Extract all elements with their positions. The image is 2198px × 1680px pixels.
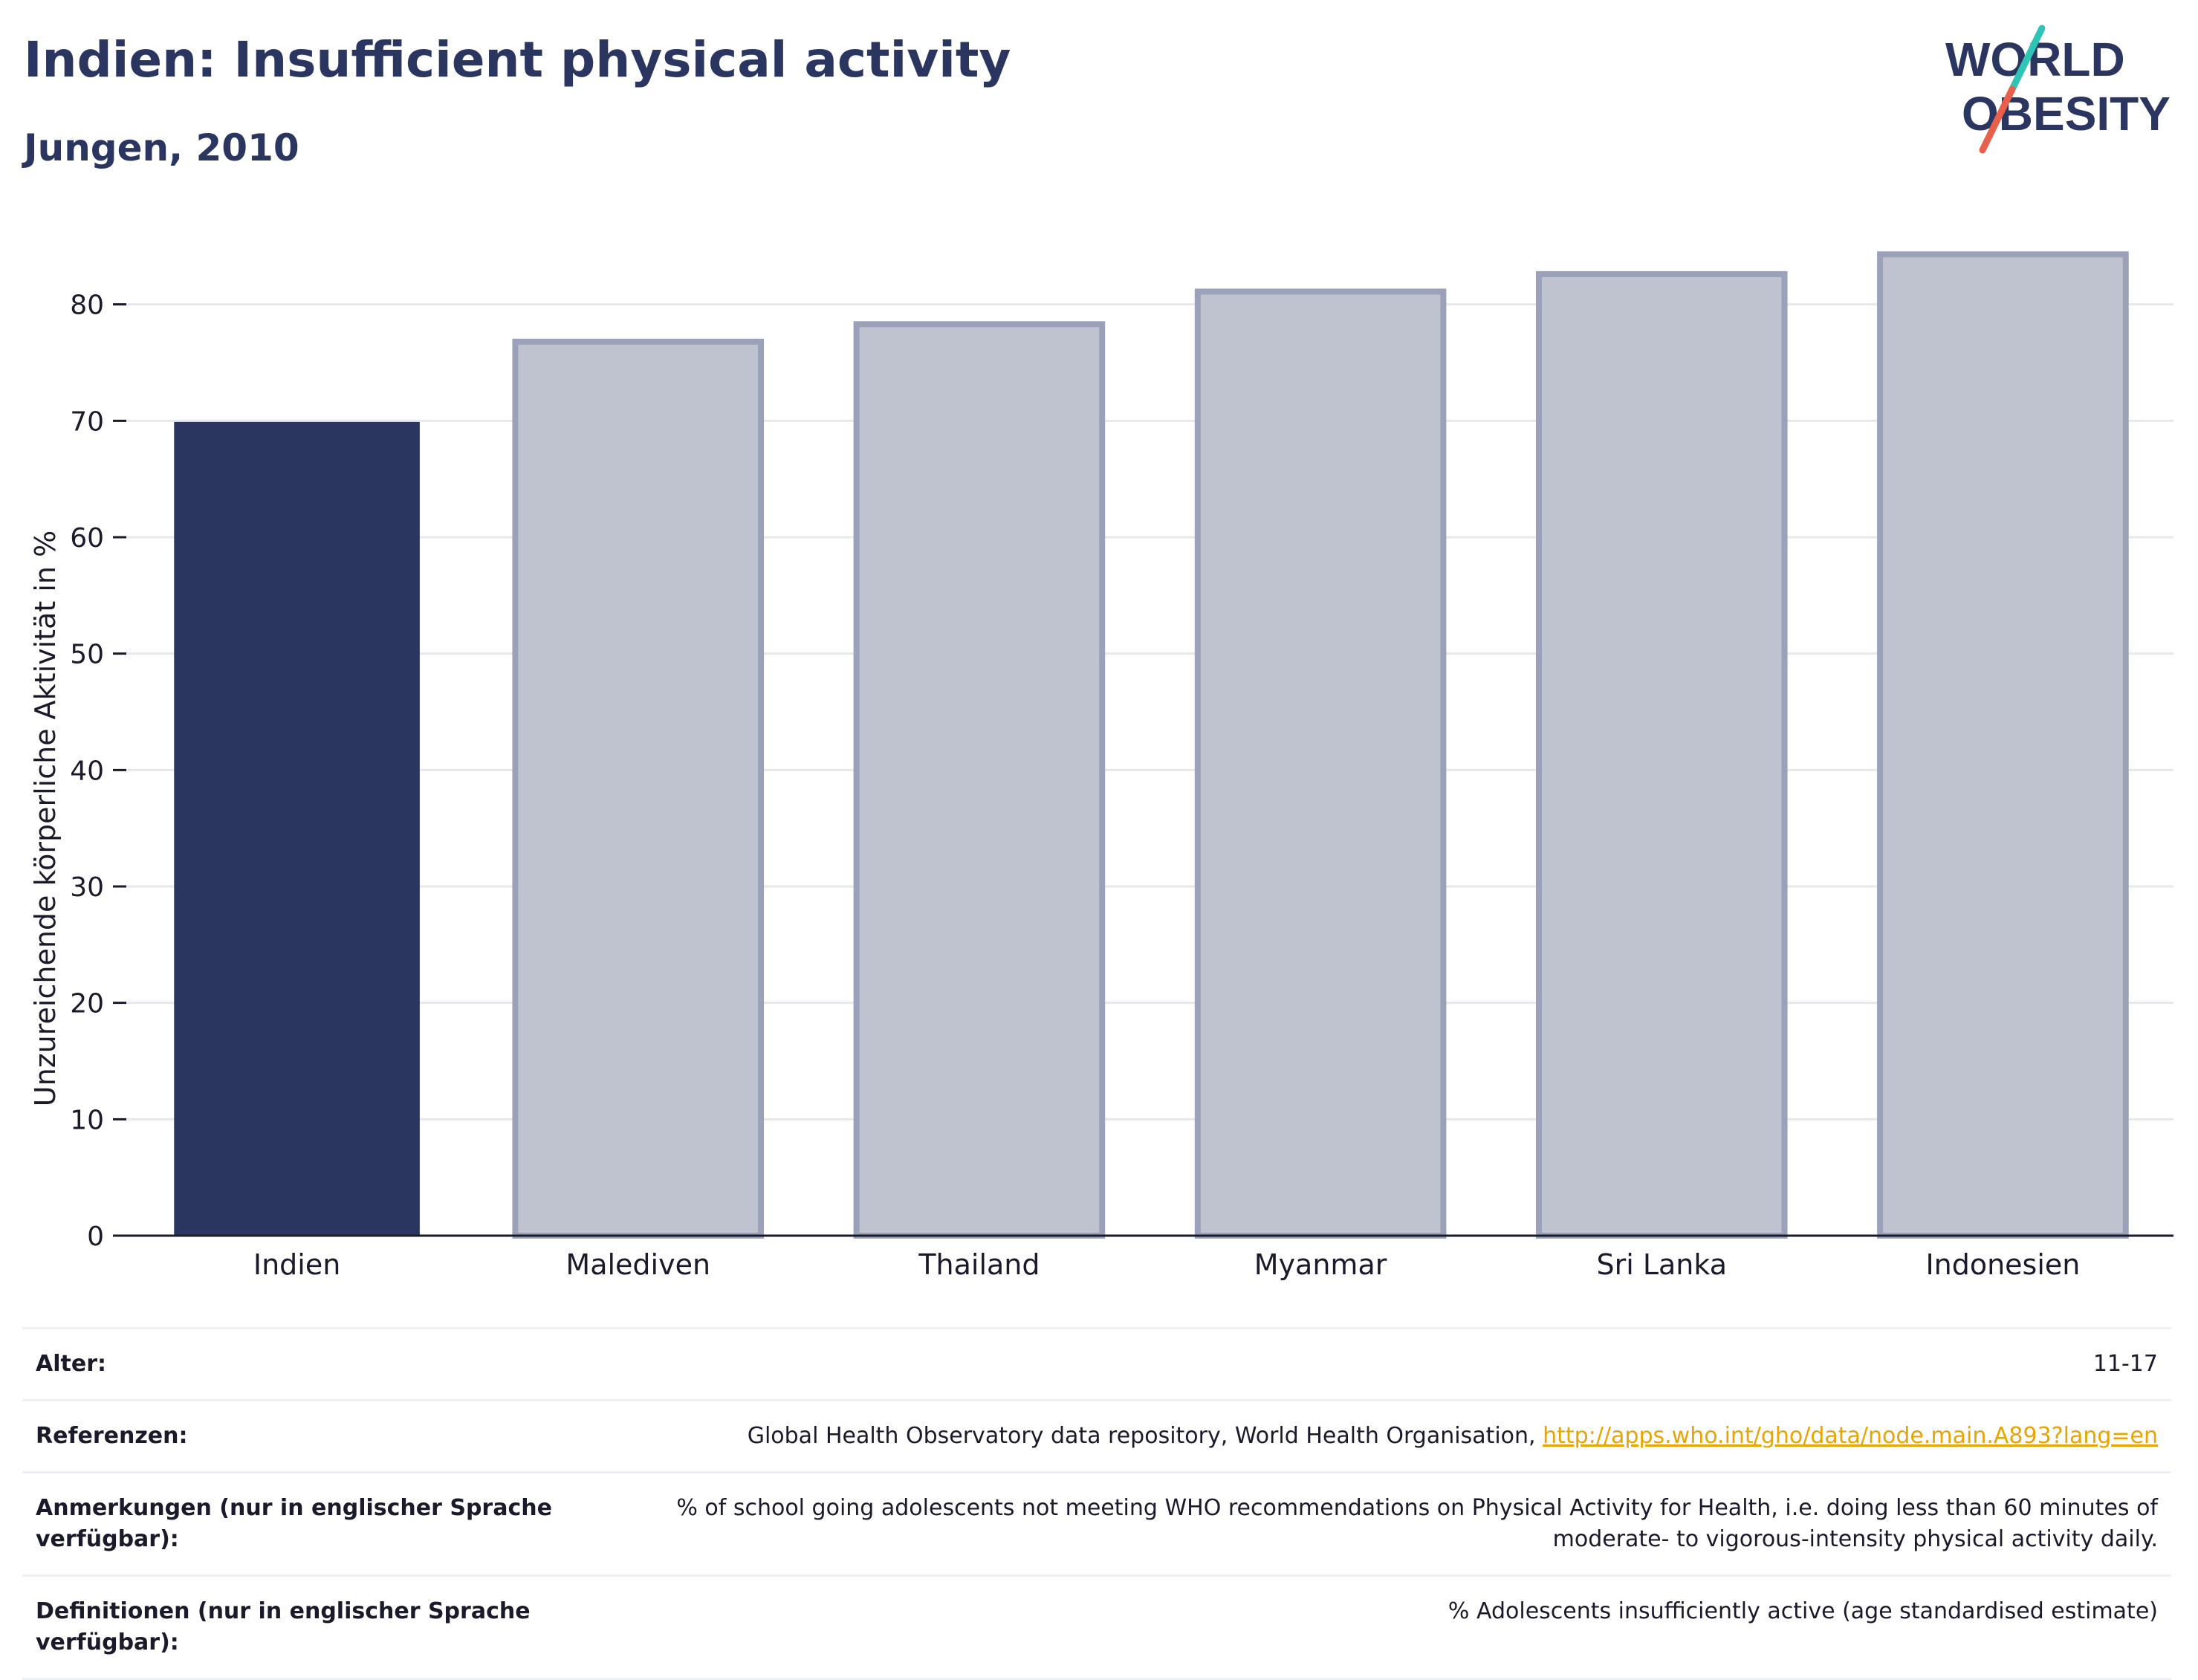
x-tick-label: Indonesien [1925,1248,2080,1281]
bar-thailand [853,321,1106,1239]
world-obesity-logo: WORLD OBESITY [1945,25,2171,154]
info-value: % of school going adolescents not meetin… [569,1471,2171,1576]
y-tick-label: 0 [87,1222,104,1252]
bar-chart: 0 10 20 30 40 50 60 70 80 Indien Malediven Thailan… [29,251,2173,1281]
y-tick-labels: 0 10 20 30 40 50 60 70 80 [70,291,126,1252]
bar-sri-lanka [1535,270,1788,1239]
bar-indien [174,421,420,1236]
info-value-references: Global Health Observatory data repositor… [569,1399,2171,1473]
x-tick-label: Indien [253,1248,340,1281]
reference-link[interactable]: http://apps.who.int/gho/data/node.main.A… [1543,1423,2158,1449]
bar-myanmar [1194,288,1447,1239]
x-tick-label: Myanmar [1254,1248,1387,1281]
info-label: Alter: [22,1327,569,1401]
bars [174,251,2129,1239]
bar-malediven [512,338,765,1239]
y-tick-label: 60 [70,523,104,554]
x-tick-label: Thailand [918,1248,1040,1281]
info-label: Referenzen: [22,1399,569,1473]
logo-slash-top [2009,25,2046,93]
y-tick-label: 30 [70,872,104,903]
y-tick-label: 20 [70,989,104,1019]
x-tick-labels: Indien Malediven Thailand Myanmar Sri Lanka I… [253,1248,2081,1281]
y-tick-label: 70 [70,406,104,437]
y-tick-label: 50 [70,640,104,670]
bar-indonesien [1877,251,2129,1239]
info-value: 11-17 [569,1327,2171,1401]
x-tick-label: Malediven [565,1248,710,1281]
info-row-age: Alter: 11-17 [22,1327,2171,1401]
y-tick-label: 40 [70,756,104,786]
x-tick-label: Sri Lanka [1596,1248,1727,1281]
info-row-definitions: Definitionen (nur in englischer Sprache … [22,1574,2171,1680]
info-label: Definitionen (nur in englischer Sprache … [22,1574,569,1680]
grid-lines [126,303,2173,1120]
info-row-notes: Anmerkungen (nur in englischer Sprache v… [22,1471,2171,1576]
logo-slash-bottom [1979,85,2016,154]
chart-title: Indien: Insufficient physical activity [24,31,1011,88]
y-axis-label: Unzureichende körperliche Aktivität in % [29,531,62,1106]
info-value: % Adolescents insufficiently active (age… [569,1574,2171,1680]
info-table: Alter: 11-17 Referenzen: Global Health O… [22,1327,2171,1680]
info-label: Anmerkungen (nur in englischer Sprache v… [22,1471,569,1576]
y-tick-label: 80 [70,291,104,321]
y-tick-label: 10 [70,1105,104,1135]
info-row-references: Referenzen: Global Health Observatory da… [22,1399,2171,1473]
reference-text: Global Health Observatory data repositor… [747,1423,1536,1449]
chart-subtitle: Jungen, 2010 [24,126,299,169]
logo-text-obesity: OBESITY [1962,87,2171,140]
